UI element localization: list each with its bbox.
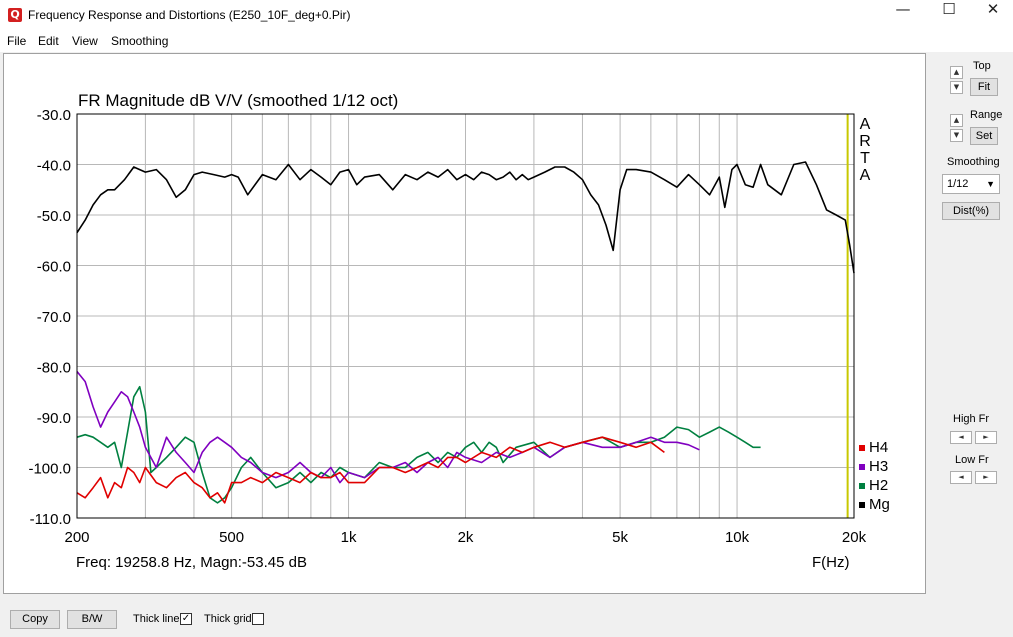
legend-label-mg: Mg <box>869 496 890 513</box>
top-down-spinner[interactable]: ▼ <box>950 81 963 94</box>
series-line-mg <box>76 161 855 274</box>
legend-label-h2: H2 <box>869 477 888 494</box>
high-fr-label: High Fr <box>953 413 990 425</box>
series-layer <box>76 161 855 504</box>
x-axis-label: F(Hz) <box>812 554 850 571</box>
series-line-h2 <box>76 385 761 504</box>
set-button[interactable]: Set <box>970 127 998 145</box>
y-tick-label: -110.0 <box>30 511 71 528</box>
top-label: Top <box>973 60 991 72</box>
grid <box>77 114 854 518</box>
y-tick-label: -90.0 <box>37 410 71 427</box>
watermark-letter: T <box>860 150 870 167</box>
watermark-letter: A <box>860 116 871 133</box>
x-tick-label: 5k <box>612 529 628 546</box>
copy-button[interactable]: Copy <box>10 610 60 629</box>
smoothing-select[interactable]: 1/12 ▼ <box>942 174 1000 194</box>
legend-swatch-mg <box>859 502 865 508</box>
menu-view[interactable]: View <box>72 34 98 48</box>
menu-smoothing[interactable]: Smoothing <box>111 34 169 48</box>
legend-label-h3: H3 <box>869 458 888 475</box>
high-fr-left-button[interactable]: ◄ <box>950 431 972 444</box>
y-tick-label: -80.0 <box>37 360 71 377</box>
x-tick-label: 1k <box>341 529 357 546</box>
y-tick-label: -100.0 <box>28 461 71 478</box>
thick-line-label: Thick line <box>133 613 180 625</box>
chart-title: FR Magnitude dB V/V (smoothed 1/12 oct) <box>78 91 398 110</box>
chart-area[interactable]: -30.0 -40.0 -50.0 -60.0 -70.0 -80.0 -90.0 -100.… <box>3 53 926 594</box>
y-tick-labels: -30.0 -40.0 -50.0 -60.0 -70.0 -80.0 -90.0 -100.… <box>28 107 71 528</box>
series-line-h4 <box>76 436 665 504</box>
chevron-down-icon: ▼ <box>986 179 995 189</box>
watermark-letter: R <box>859 133 871 150</box>
watermark-letter: A <box>860 167 871 184</box>
y-tick-label: -40.0 <box>37 158 71 175</box>
app-icon: Q <box>8 8 22 22</box>
smoothing-value: 1/12 <box>947 178 969 190</box>
y-tick-label: -50.0 <box>37 208 71 225</box>
cursor-readout: Freq: 19258.8 Hz, Magn:-53.45 dB <box>76 554 307 571</box>
maximize-button[interactable]: ☐ <box>942 0 956 18</box>
y-tick-label: -70.0 <box>37 309 71 326</box>
range-label: Range <box>970 109 1003 121</box>
thick-line-checkbox[interactable]: ✓ <box>180 613 192 625</box>
legend: H4 H3 H2 Mg <box>859 439 890 513</box>
range-up-spinner[interactable]: ▲ <box>950 114 963 127</box>
x-tick-labels: 200 500 1k 2k 5k 10k 20k <box>64 529 866 546</box>
menu-bar: File Edit View Smoothing <box>0 31 1013 52</box>
minimize-button[interactable]: — <box>895 0 911 18</box>
dist-button[interactable]: Dist(%) <box>942 202 1000 220</box>
thick-grid-checkbox[interactable] <box>252 613 264 625</box>
y-tick-label: -30.0 <box>37 107 71 124</box>
range-down-spinner[interactable]: ▼ <box>950 129 963 142</box>
y-tick-label: -60.0 <box>37 259 71 276</box>
menu-edit[interactable]: Edit <box>38 34 59 48</box>
check-icon: ✓ <box>181 613 191 624</box>
low-fr-right-button[interactable]: ► <box>975 471 997 484</box>
legend-swatch-h3 <box>859 464 865 470</box>
close-button[interactable]: ✕ <box>986 0 1000 18</box>
window-title: Frequency Response and Distortions (E250… <box>28 8 351 22</box>
x-tick-label: 500 <box>219 529 244 546</box>
low-fr-left-button[interactable]: ◄ <box>950 471 972 484</box>
legend-swatch-h2 <box>859 483 865 489</box>
fr-chart[interactable]: -30.0 -40.0 -50.0 -60.0 -70.0 -80.0 -90.0 -100.… <box>4 54 925 593</box>
series-line-h3 <box>76 370 700 484</box>
legend-label-h4: H4 <box>869 439 888 456</box>
top-up-spinner[interactable]: ▲ <box>950 66 963 79</box>
thick-grid-label: Thick grid <box>204 613 252 625</box>
smoothing-label: Smoothing <box>947 156 1000 168</box>
low-fr-label: Low Fr <box>955 454 989 466</box>
x-tick-label: 200 <box>64 529 89 546</box>
fit-button[interactable]: Fit <box>970 78 998 96</box>
high-fr-right-button[interactable]: ► <box>975 431 997 444</box>
plot-border <box>76 113 855 519</box>
title-bar: Q Frequency Response and Distortions (E2… <box>0 0 1013 31</box>
bottom-bar: Copy B/W Thick line ✓ Thick grid <box>0 600 1013 637</box>
menu-file[interactable]: File <box>7 34 27 48</box>
bw-button[interactable]: B/W <box>67 610 117 629</box>
x-tick-label: 10k <box>725 529 750 546</box>
x-tick-label: 20k <box>842 529 867 546</box>
legend-swatch-h4 <box>859 445 865 451</box>
x-tick-label: 2k <box>458 529 474 546</box>
